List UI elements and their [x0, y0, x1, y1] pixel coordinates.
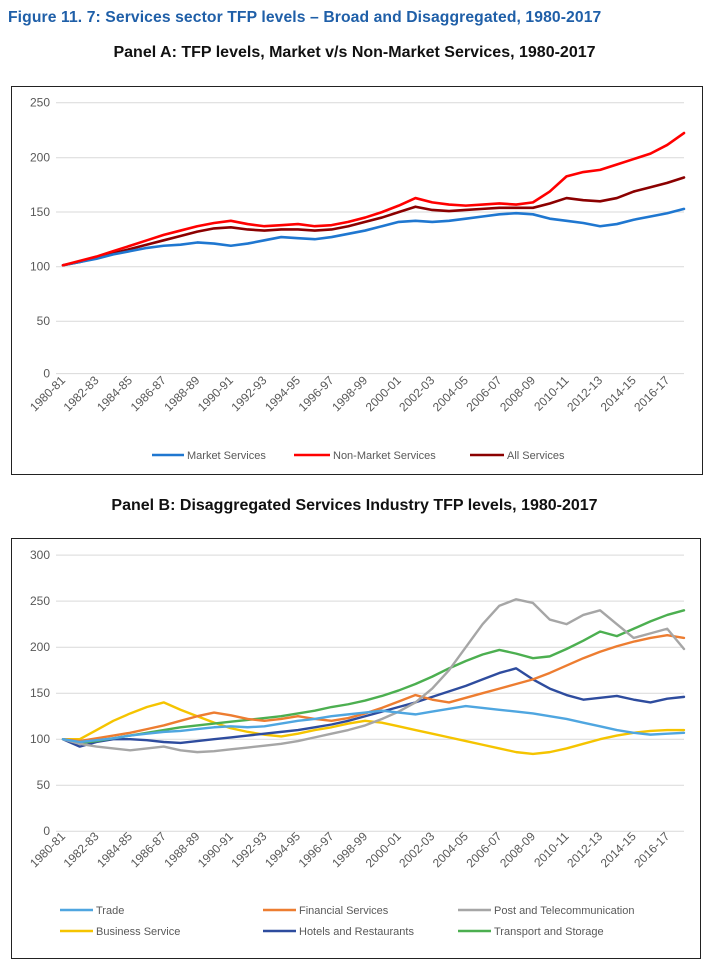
svg-text:Financial Services: Financial Services	[299, 905, 389, 917]
svg-text:150: 150	[30, 686, 50, 700]
svg-text:Trade: Trade	[96, 905, 124, 917]
svg-text:1984-85: 1984-85	[94, 829, 135, 870]
svg-text:1994-95: 1994-95	[262, 829, 303, 870]
svg-text:2010-11: 2010-11	[531, 829, 572, 870]
svg-text:1990-91: 1990-91	[195, 829, 236, 870]
svg-text:200: 200	[30, 640, 50, 654]
svg-text:1998-99: 1998-99	[329, 829, 370, 870]
svg-text:250: 250	[30, 594, 50, 608]
svg-text:50: 50	[37, 778, 51, 792]
svg-text:Post and Telecommunication: Post and Telecommunication	[494, 905, 634, 917]
svg-text:1996-97: 1996-97	[296, 829, 337, 870]
svg-text:2008-09: 2008-09	[497, 829, 538, 870]
svg-text:1986-87: 1986-87	[128, 829, 169, 870]
svg-text:1982-83: 1982-83	[61, 829, 102, 870]
svg-text:2006-07: 2006-07	[463, 829, 504, 870]
svg-text:2014-15: 2014-15	[598, 829, 639, 870]
svg-text:300: 300	[30, 548, 50, 562]
svg-text:1988-89: 1988-89	[161, 829, 202, 870]
svg-text:2000-01: 2000-01	[363, 829, 404, 870]
svg-text:Transport and Storage: Transport and Storage	[494, 926, 604, 938]
svg-text:2016-17: 2016-17	[631, 829, 672, 870]
svg-text:Hotels and Restaurants: Hotels and Restaurants	[299, 926, 414, 938]
svg-text:1992-93: 1992-93	[228, 829, 269, 870]
svg-text:100: 100	[30, 732, 50, 746]
svg-text:Business Service: Business Service	[96, 926, 180, 938]
svg-text:2004-05: 2004-05	[430, 829, 471, 870]
svg-text:2012-13: 2012-13	[564, 829, 605, 870]
svg-text:2002-03: 2002-03	[396, 829, 437, 870]
svg-text:0: 0	[43, 824, 50, 838]
